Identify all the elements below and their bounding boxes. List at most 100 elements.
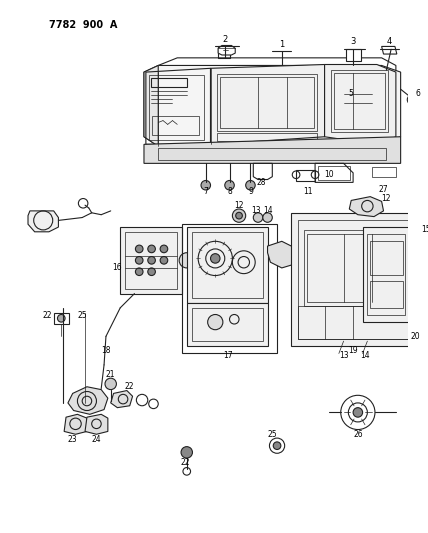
Polygon shape: [85, 414, 108, 434]
Circle shape: [410, 98, 414, 102]
Text: 25: 25: [268, 430, 277, 439]
Text: 13: 13: [339, 351, 348, 360]
Text: 18: 18: [101, 346, 111, 355]
Polygon shape: [218, 45, 235, 55]
Bar: [363, 227, 410, 322]
Circle shape: [418, 225, 423, 231]
Bar: [372, 167, 396, 176]
Circle shape: [181, 447, 193, 458]
Polygon shape: [144, 66, 158, 146]
Text: 22: 22: [125, 382, 134, 391]
Circle shape: [232, 209, 246, 222]
Bar: [187, 227, 268, 303]
Text: 27: 27: [379, 184, 388, 193]
Bar: [367, 233, 405, 314]
Circle shape: [57, 314, 65, 322]
Circle shape: [353, 408, 363, 417]
Circle shape: [135, 256, 143, 264]
Polygon shape: [211, 64, 324, 144]
Bar: [307, 233, 399, 302]
Text: 1: 1: [279, 40, 285, 49]
Circle shape: [148, 245, 155, 253]
Polygon shape: [144, 66, 401, 146]
Bar: [152, 116, 199, 135]
Text: 7782  900  A: 7782 900 A: [49, 20, 117, 29]
Bar: [318, 166, 350, 180]
Circle shape: [135, 245, 143, 253]
Bar: [298, 306, 408, 339]
Text: 15: 15: [422, 225, 428, 235]
Bar: [304, 230, 403, 306]
Text: 20: 20: [410, 332, 420, 341]
Circle shape: [263, 213, 272, 222]
Bar: [182, 224, 277, 352]
Circle shape: [160, 256, 168, 264]
Text: 8: 8: [227, 188, 232, 196]
Circle shape: [225, 181, 234, 190]
Text: 10: 10: [324, 170, 334, 179]
Bar: [334, 73, 386, 129]
Bar: [120, 227, 182, 294]
Circle shape: [179, 253, 194, 268]
Text: 5: 5: [349, 90, 354, 99]
Bar: [54, 312, 69, 324]
Bar: [187, 303, 268, 346]
Text: 13: 13: [251, 206, 261, 215]
Circle shape: [236, 212, 242, 219]
Polygon shape: [144, 137, 401, 163]
Bar: [191, 308, 263, 341]
Circle shape: [148, 268, 155, 276]
Text: 7: 7: [203, 188, 208, 196]
Text: 2: 2: [222, 35, 227, 44]
Text: 6: 6: [415, 90, 420, 99]
Bar: [331, 70, 388, 132]
Bar: [370, 281, 403, 308]
Bar: [298, 221, 408, 339]
Text: 14: 14: [361, 351, 370, 360]
Circle shape: [148, 256, 155, 264]
Polygon shape: [324, 64, 396, 144]
Bar: [125, 232, 177, 289]
Bar: [370, 241, 403, 274]
Polygon shape: [68, 387, 108, 414]
Text: 22: 22: [180, 458, 190, 467]
Bar: [191, 232, 263, 298]
Text: 9: 9: [248, 188, 253, 196]
Text: 23: 23: [68, 434, 77, 443]
Text: 11: 11: [303, 188, 312, 196]
Text: 24: 24: [92, 434, 101, 443]
Text: 25: 25: [77, 311, 87, 320]
Text: 21: 21: [106, 370, 116, 379]
Bar: [158, 148, 386, 159]
Text: 12: 12: [382, 194, 391, 203]
Circle shape: [246, 181, 255, 190]
Text: 16: 16: [113, 263, 122, 272]
Circle shape: [135, 268, 143, 276]
Circle shape: [273, 442, 281, 449]
Text: 22: 22: [42, 311, 52, 320]
Circle shape: [105, 378, 116, 390]
Bar: [149, 75, 204, 140]
Circle shape: [208, 314, 223, 330]
Circle shape: [253, 213, 263, 222]
Text: 14: 14: [263, 206, 272, 215]
Polygon shape: [349, 197, 383, 216]
Polygon shape: [28, 211, 59, 232]
Bar: [291, 213, 415, 346]
Polygon shape: [268, 241, 296, 268]
Circle shape: [201, 181, 211, 190]
Circle shape: [160, 245, 168, 253]
Polygon shape: [382, 46, 397, 54]
Text: 19: 19: [348, 346, 358, 355]
Text: 26: 26: [353, 430, 363, 439]
Polygon shape: [64, 414, 87, 434]
Bar: [220, 77, 314, 128]
Text: 28: 28: [256, 178, 266, 187]
Polygon shape: [111, 391, 133, 408]
Bar: [217, 74, 317, 131]
Bar: [296, 170, 315, 181]
Polygon shape: [345, 49, 361, 61]
Circle shape: [211, 254, 220, 263]
Text: 3: 3: [351, 37, 356, 46]
Text: 12: 12: [234, 201, 244, 209]
